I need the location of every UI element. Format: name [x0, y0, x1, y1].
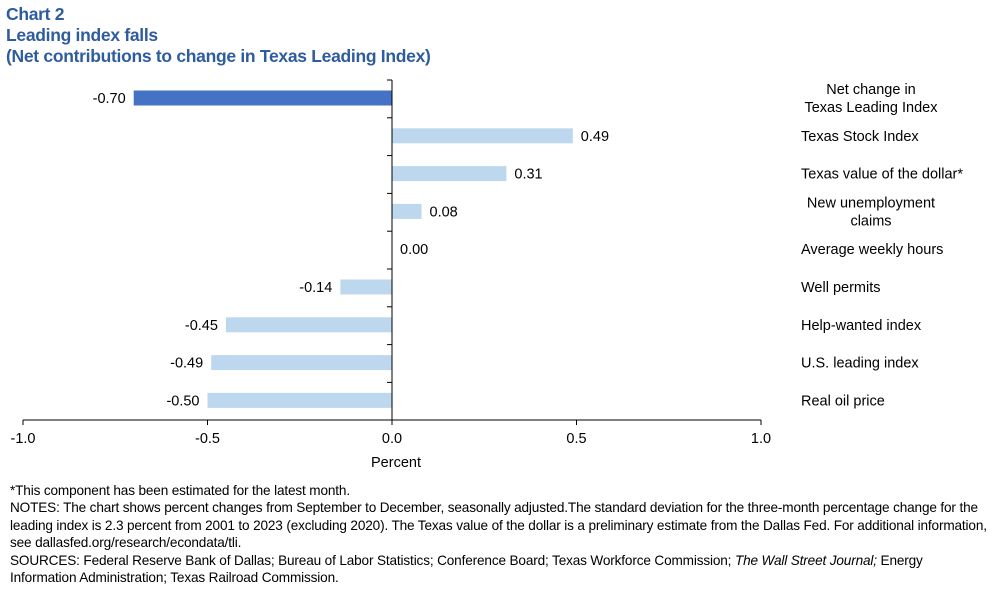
- chart-number: Chart 2: [6, 4, 65, 24]
- data-label: -0.45: [185, 318, 218, 334]
- data-label: 0.49: [581, 129, 609, 145]
- bar: [207, 392, 392, 408]
- notes-block: *This component has been estimated for t…: [10, 482, 990, 586]
- category-label: Texas Leading Index: [804, 100, 938, 116]
- category-label: U.S. leading index: [801, 356, 919, 372]
- data-label: 0.00: [400, 242, 428, 258]
- data-label: -0.49: [170, 356, 203, 372]
- bar: [211, 355, 392, 371]
- category-label: New unemployment: [807, 195, 935, 211]
- category-label: Texas Stock Index: [801, 129, 919, 145]
- bar: [392, 128, 573, 144]
- title-block: Chart 2 Leading index falls (Net contrib…: [6, 4, 431, 67]
- category-label: Well permits: [801, 280, 881, 296]
- data-label: 0.31: [514, 167, 542, 183]
- sources-prefix: SOURCES: Federal Reserve Bank of Dallas;…: [10, 552, 735, 568]
- category-label: Net change in: [826, 82, 915, 98]
- bar: [392, 203, 422, 219]
- bar: [392, 166, 507, 182]
- sources-suffix: Energy Information Administration; Texas…: [10, 552, 923, 586]
- category-label: Texas value of the dollar*: [801, 167, 963, 183]
- data-label: -0.14: [299, 280, 332, 296]
- data-label: 0.08: [430, 204, 458, 220]
- footnote: *This component has been estimated for t…: [10, 483, 350, 498]
- bar: [133, 90, 392, 106]
- category-label: claims: [850, 213, 891, 229]
- chart-title: Leading index falls: [6, 25, 158, 45]
- sources-text: SOURCES: Federal Reserve Bank of Dallas;…: [10, 552, 990, 587]
- sources-italic: The Wall Street Journal;: [734, 552, 877, 568]
- x-tick-label: 0.5: [566, 431, 586, 447]
- category-label: Real oil price: [801, 393, 885, 409]
- bar-chart: -0.70 Net change in Texas Leading Index 0.4…: [11, 79, 963, 471]
- x-axis-title: Percent: [371, 455, 421, 471]
- data-label: -0.50: [166, 393, 199, 409]
- x-tick-label: 0.0: [382, 431, 402, 447]
- x-tick-label: -1.0: [11, 431, 36, 447]
- data-label: -0.70: [93, 91, 126, 107]
- bar: [340, 279, 392, 295]
- x-tick-label: -0.5: [195, 431, 220, 447]
- category-label: Average weekly hours: [801, 242, 943, 258]
- category-label: Help-wanted index: [801, 318, 922, 334]
- chart-subtitle: (Net contributions to change in Texas Le…: [6, 46, 431, 66]
- notes-text: NOTES: The chart shows percent changes f…: [10, 500, 987, 551]
- x-tick-label: 1.0: [751, 431, 771, 447]
- bar: [225, 317, 392, 333]
